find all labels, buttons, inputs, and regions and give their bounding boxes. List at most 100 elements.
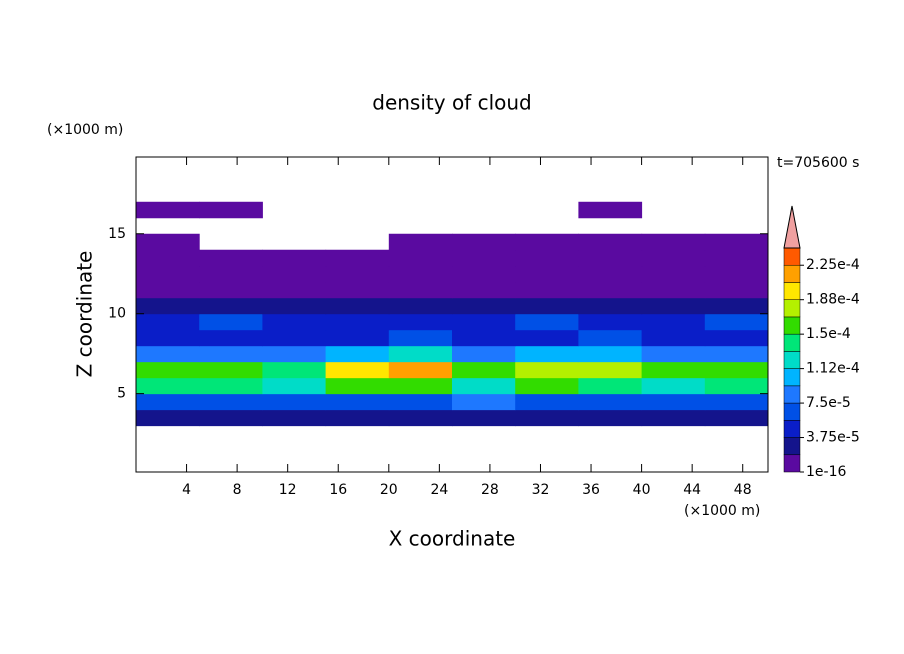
x-tick-label: 36 [582, 482, 600, 498]
contour-cell [578, 345, 643, 363]
colorbar-band [783, 351, 801, 369]
y-axis-title: Z coordinate [73, 251, 97, 378]
x-tick-label: 48 [734, 482, 752, 498]
contour-cell [578, 313, 643, 331]
contour-cell [325, 265, 390, 283]
contour-cell [136, 281, 200, 299]
contour-cell [325, 329, 390, 347]
colorbar-tick-label: 1.12e-4 [806, 361, 860, 377]
contour-cell [578, 233, 643, 251]
x-tick-label: 12 [279, 482, 297, 498]
contour-cell [136, 201, 200, 219]
contour-cell [388, 409, 453, 427]
contour-cell [136, 297, 200, 315]
contour-cell [704, 313, 769, 331]
y-tick-label: 5 [117, 386, 126, 402]
contour-cell [578, 201, 643, 219]
colorbar-band [783, 299, 801, 318]
contour-cell [515, 313, 579, 331]
contour-cell [515, 265, 579, 283]
contour-cell [515, 345, 579, 363]
x-tick-label: 16 [329, 482, 347, 498]
contour-cell [262, 265, 327, 283]
contour-cell [641, 409, 706, 427]
contour-cell [641, 377, 706, 395]
contour-cell [136, 409, 200, 427]
contour-cell [641, 297, 706, 315]
contour-cell [388, 281, 453, 299]
colorbar-band [783, 264, 801, 283]
x-tick-label: 20 [380, 482, 398, 498]
contour-cell [199, 361, 263, 379]
contour-cell [578, 329, 643, 347]
contour-cell [325, 249, 390, 267]
contour-cell [388, 233, 453, 251]
contour-cell [199, 265, 263, 283]
contour-cell [641, 361, 706, 379]
contour-cell [136, 393, 200, 411]
contour-cell [452, 233, 516, 251]
contour-cell [388, 377, 453, 395]
contour-cell [136, 265, 200, 283]
colorbar-band [783, 247, 801, 266]
contour-cell [262, 393, 327, 411]
contour-cell [452, 249, 516, 267]
contour-cell [388, 393, 453, 411]
contour-cell [704, 281, 769, 299]
contour-cell [578, 297, 643, 315]
x-tick-label: 44 [683, 482, 701, 498]
x-tick-label: 4 [182, 482, 191, 498]
contour-cell [262, 329, 327, 347]
contour-cell [704, 233, 769, 251]
contour-cell [452, 393, 516, 411]
contour-cell [452, 265, 516, 283]
contour-cell [199, 297, 263, 315]
annotation: t=705600 s [777, 155, 859, 171]
contour-cell [704, 393, 769, 411]
contour-cell [262, 313, 327, 331]
contour-cell [578, 265, 643, 283]
chart-title: density of cloud [372, 91, 531, 115]
colorbar-band [783, 454, 801, 473]
contour-cell [641, 393, 706, 411]
contour-cell [452, 409, 516, 427]
colorbar-band [783, 368, 801, 387]
contour-cell [515, 249, 579, 267]
contour-cell [704, 297, 769, 315]
contour-cell [515, 329, 579, 347]
colorbar-band [783, 316, 801, 335]
contour-cell [388, 297, 453, 315]
colorbar-tick-label: 3.75e-5 [806, 430, 860, 446]
contour-cell [452, 345, 516, 363]
contour-cell [641, 233, 706, 251]
contour-cell [578, 249, 643, 267]
contour-cell [704, 345, 769, 363]
contour-cell [452, 329, 516, 347]
colorbar-tick-label: 1.88e-4 [806, 292, 860, 308]
contour-cell [199, 249, 263, 267]
contour-cell [704, 409, 769, 427]
contour-cell [199, 329, 263, 347]
contour-cell [262, 281, 327, 299]
contour-cell [641, 329, 706, 347]
contour-cell [388, 313, 453, 331]
contour-cell [199, 393, 263, 411]
contour-cell [515, 297, 579, 315]
contour-cell [325, 377, 390, 395]
contour-cell [325, 281, 390, 299]
contour-cell [388, 361, 453, 379]
contour-cell [641, 281, 706, 299]
y-unit: (×1000 m) [47, 122, 123, 138]
contour-cell [388, 249, 453, 267]
contour-cell [452, 377, 516, 395]
contour-cell [704, 329, 769, 347]
contour-cell [199, 377, 263, 395]
x-tick-label: 32 [532, 482, 550, 498]
colorbar-tick-label: 2.25e-4 [806, 257, 860, 273]
contour-cell [136, 329, 200, 347]
contour-cell [641, 265, 706, 283]
contour-cell [136, 233, 200, 251]
contour-cell [262, 249, 327, 267]
contour-cell [641, 313, 706, 331]
contour-cell [325, 393, 390, 411]
